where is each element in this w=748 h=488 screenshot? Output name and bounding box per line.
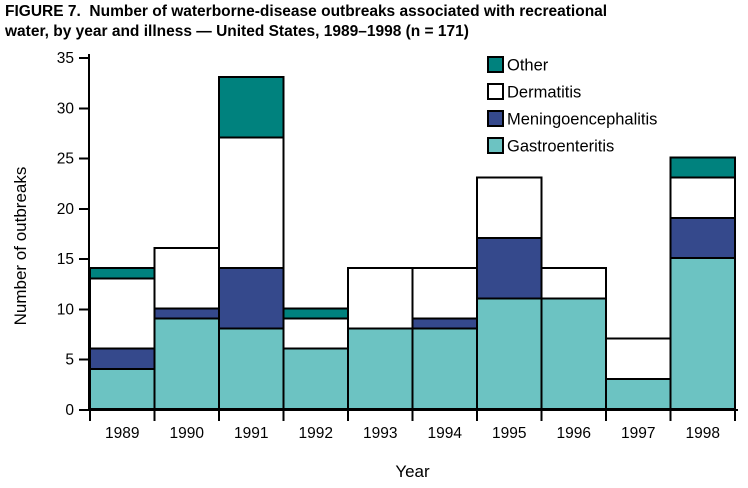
bar-segment-1989-meningoencephalitis — [89, 347, 156, 370]
bar-segment-1995-gastroenteritis — [476, 297, 543, 410]
legend-swatch-meningoencephalitis — [487, 110, 504, 127]
y-tick-label: 35 — [57, 50, 74, 67]
x-tick-label: 1989 — [105, 425, 139, 442]
x-tick-label: 1994 — [428, 425, 463, 442]
legend-label-other: Other — [507, 57, 549, 75]
bar-segment-1992-gastroenteritis — [282, 347, 349, 410]
bar-segment-1989-other — [89, 267, 156, 280]
x-tick-label: 1991 — [234, 425, 268, 442]
legend-swatch-gastroenteritis — [487, 137, 504, 154]
legend-label-dermatitis: Dermatitis — [507, 84, 581, 102]
bar-segment-1993-dermatitis — [347, 267, 414, 330]
bar-segment-1992-dermatitis — [282, 317, 349, 350]
y-axis-title: Number of outbreaks — [11, 167, 30, 326]
bar-segment-1991-dermatitis — [218, 136, 285, 270]
legend-swatch-dermatitis — [487, 83, 504, 100]
x-axis-title: Year — [395, 462, 430, 481]
bar-segment-1997-dermatitis — [605, 337, 672, 380]
bar-segment-1993-gastroenteritis — [347, 327, 414, 410]
x-tick-label: 1997 — [621, 425, 655, 442]
bar-segment-1994-meningoencephalitis — [411, 317, 478, 330]
x-tick-label: 1993 — [363, 425, 397, 442]
bar-segment-1992-other — [282, 307, 349, 320]
x-tick-label: 1990 — [170, 425, 205, 442]
bar-segment-1991-meningoencephalitis — [218, 267, 285, 330]
bar-segment-1989-gastroenteritis — [89, 367, 156, 410]
bar-segment-1991-other — [218, 76, 285, 139]
legend-label-meningoencephalitis: Meningoencephalitis — [507, 111, 657, 129]
legend-label-gastroenteritis: Gastroenteritis — [507, 138, 614, 156]
y-tick-label: 30 — [57, 100, 75, 117]
figure-title: FIGURE 7. Number of waterborne-disease o… — [5, 2, 745, 42]
bar-segment-1998-meningoencephalitis — [669, 216, 736, 260]
y-tick-label: 15 — [57, 251, 74, 268]
bar-segment-1990-meningoencephalitis — [153, 307, 220, 320]
bar-segment-1995-meningoencephalitis — [476, 237, 543, 300]
x-tick-label: 1998 — [686, 425, 720, 442]
x-tick-label: 1996 — [557, 425, 591, 442]
y-tick-label: 25 — [57, 151, 74, 168]
y-tick-label: 10 — [57, 301, 75, 318]
bar-segment-1991-gastroenteritis — [218, 327, 285, 410]
bar-segment-1994-dermatitis — [411, 267, 478, 320]
bar-segment-1990-dermatitis — [153, 247, 220, 310]
bar-segment-1995-dermatitis — [476, 176, 543, 240]
x-tick-label: 1995 — [492, 425, 526, 442]
x-tick-label: 1992 — [299, 425, 333, 442]
bar-segment-1997-gastroenteritis — [605, 377, 672, 411]
bar-segment-1994-gastroenteritis — [411, 327, 478, 410]
legend-swatch-other — [487, 56, 504, 73]
bar-segment-1998-other — [669, 156, 736, 179]
figure-title-line-2: water, by year and illness — United Stat… — [5, 23, 469, 40]
y-tick-label: 0 — [65, 402, 74, 419]
bar-segment-1990-gastroenteritis — [153, 317, 220, 410]
bar-segment-1996-gastroenteritis — [540, 297, 607, 410]
bar-segment-1996-dermatitis — [540, 267, 607, 300]
y-tick-label: 20 — [57, 201, 75, 218]
y-tick-label: 5 — [65, 352, 74, 369]
figure-title-line-1: FIGURE 7. Number of waterborne-disease o… — [5, 3, 608, 20]
bar-segment-1998-dermatitis — [669, 176, 736, 219]
bar-segment-1998-gastroenteritis — [669, 257, 736, 410]
bar-segment-1989-dermatitis — [89, 277, 156, 350]
